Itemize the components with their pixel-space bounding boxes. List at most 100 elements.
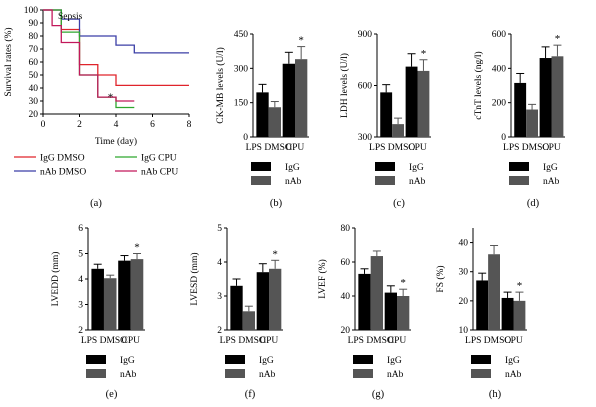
y-axis-label: LVEDD (mm) xyxy=(50,252,61,307)
y-tick-label: 40 xyxy=(459,239,469,249)
bar-igg xyxy=(539,58,552,137)
bar-nab xyxy=(242,311,255,330)
x-tick-label: CPU xyxy=(122,336,141,346)
bar-igg xyxy=(91,268,104,330)
y-tick-label: 30 xyxy=(29,97,39,107)
bar-nab xyxy=(417,70,430,137)
legend-label: nAb xyxy=(409,177,426,187)
y-tick-label: 4 xyxy=(78,275,83,285)
significance-star: * xyxy=(400,277,406,289)
y-tick-label: 20 xyxy=(29,110,39,120)
y-tick-label: 150 xyxy=(234,99,249,109)
bar-nab xyxy=(130,259,144,330)
x-tick-label: LPS DMSO xyxy=(348,336,394,346)
y-tick-label: 90 xyxy=(29,19,39,29)
x-tick-label: CPU xyxy=(408,143,427,153)
legend-label: nAb xyxy=(285,177,302,187)
bar-nab xyxy=(295,59,308,137)
bar-igg xyxy=(256,272,269,330)
legend-label: nAb xyxy=(259,370,276,380)
legend-swatch xyxy=(375,176,395,185)
significance-star: * xyxy=(421,48,427,60)
bar-igg xyxy=(380,92,393,137)
y-axis-label: FS (%) xyxy=(435,265,446,292)
legend-swatch xyxy=(251,176,271,185)
legend-label: nAb CPU xyxy=(141,168,178,178)
y-tick-label: 600 xyxy=(492,30,507,40)
y-tick-label: 2 xyxy=(78,326,83,336)
legend-swatch xyxy=(86,355,106,364)
legend-swatch xyxy=(471,369,491,378)
significance-star: * xyxy=(555,33,561,45)
y-axis-label: LDH levels (U/l) xyxy=(339,53,350,118)
x-tick-label: 4 xyxy=(114,120,119,130)
y-tick-label: 20 xyxy=(459,297,469,307)
significance-star: * xyxy=(134,242,140,254)
legend-swatch xyxy=(353,355,373,364)
panel-label: (h) xyxy=(489,389,502,400)
significance-star: * xyxy=(272,248,278,260)
significance-star: * xyxy=(108,91,114,103)
legend-label: nAb xyxy=(387,370,404,380)
y-tick-label: 200 xyxy=(492,99,507,109)
y-tick-label: 400 xyxy=(492,64,507,74)
y-tick-label: 600 xyxy=(358,82,373,92)
y-tick-label: 450 xyxy=(234,30,249,40)
legend-label: IgG xyxy=(259,356,274,366)
y-tick-label: 20 xyxy=(341,326,351,336)
x-tick-label: LPS DMSO xyxy=(220,336,266,346)
panel-label: (d) xyxy=(527,198,540,209)
y-tick-label: 30 xyxy=(459,268,469,278)
legend-swatch xyxy=(509,162,529,171)
legend-swatch xyxy=(471,355,491,364)
significance-star: * xyxy=(517,280,523,292)
survival-chart: 20 30 40 50 60 70 80 90 100 0 2 4 6 8 * Sepsis Time (day… xyxy=(3,6,192,209)
legend-label: nAb xyxy=(120,370,137,380)
panel-label: (g) xyxy=(372,389,385,400)
y-tick-label: 5 xyxy=(78,250,83,260)
bar-nab xyxy=(269,268,282,330)
legend-label: nAb xyxy=(505,370,522,380)
bar-igg xyxy=(476,280,489,330)
x-tick-label: 2 xyxy=(77,120,82,130)
legend-label: IgG DMSO xyxy=(40,154,85,164)
y-tick-label: 6 xyxy=(78,224,83,234)
legend-swatch xyxy=(225,369,245,378)
x-axis-label: Time (day) xyxy=(95,136,137,147)
legend-label: nAb DMSO xyxy=(40,168,86,178)
y-axis-label: LVEF (%) xyxy=(317,259,328,299)
x-tick-label: LPS DMSO xyxy=(465,336,511,346)
legend-label: IgG xyxy=(387,356,402,366)
series-line-igg-cpu xyxy=(43,9,135,109)
y-tick-label: 900 xyxy=(358,30,373,40)
y-axis-label: LVESD (mm) xyxy=(189,252,200,305)
x-tick-label: 6 xyxy=(150,120,155,130)
y-tick-label: 40 xyxy=(29,84,39,94)
y-tick-label: 100 xyxy=(24,6,39,16)
legend-swatch xyxy=(225,355,245,364)
y-tick-label: 60 xyxy=(341,258,351,268)
legend-swatch xyxy=(86,369,106,378)
y-tick-label: 300 xyxy=(358,133,373,143)
x-tick-label: LPS DMSO xyxy=(246,143,292,153)
y-tick-label: 70 xyxy=(29,45,39,55)
y-tick-label: 4 xyxy=(217,258,222,268)
legend-label: IgG xyxy=(543,163,558,173)
y-tick-label: 80 xyxy=(341,224,351,234)
panel-label: (b) xyxy=(270,198,283,209)
legend-swatch xyxy=(353,369,373,378)
y-tick-label: 10 xyxy=(459,326,469,336)
x-tick-label: 0 xyxy=(41,120,46,130)
y-axis-label: CK-MB levels (U/l) xyxy=(215,47,226,124)
legend-label: IgG xyxy=(505,356,520,366)
x-tick-label: LPS DMSO xyxy=(369,143,415,153)
x-tick-label: CPU xyxy=(504,336,523,346)
y-tick-label: 0 xyxy=(243,133,248,143)
x-tick-label: CPU xyxy=(542,143,561,153)
chart-title: Sepsis xyxy=(58,12,83,22)
